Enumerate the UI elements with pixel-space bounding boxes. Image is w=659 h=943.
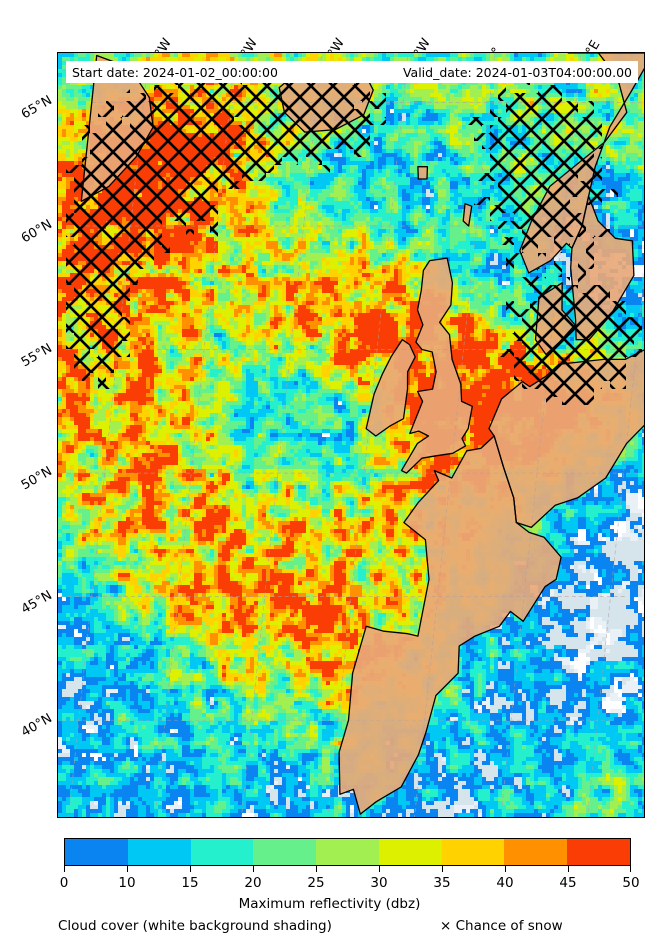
lat-tick-label: 50°N <box>2 464 55 503</box>
colorbar-segment <box>441 839 505 865</box>
cloud-cover-caption: Cloud cover (white background shading) <box>58 918 332 934</box>
colorbar-segment <box>65 839 128 865</box>
colorbar-tick-label: 25 <box>307 875 324 891</box>
colorbar-title: Maximum reflectivity (dbz) <box>0 896 659 912</box>
colorbar-group: 0 10 15 20 25 30 35 40 45 50 <box>60 838 640 894</box>
colorbar-segment <box>253 839 317 865</box>
colorbar-tick-label: 15 <box>181 875 198 891</box>
colorbar-segment <box>567 839 631 865</box>
lat-tick-label: 40°N <box>2 711 55 750</box>
colorbar-tick <box>190 866 192 872</box>
lat-tick-label: 45°N <box>2 588 55 627</box>
colorbar-segment <box>190 839 254 865</box>
colorbar-tick-label: 40 <box>496 875 513 891</box>
map-plot-area[interactable]: Start date: 2024-01-02_00:00:00 Valid_da… <box>57 52 645 818</box>
colorbar-segment <box>378 839 442 865</box>
colorbar-tick <box>379 866 381 872</box>
colorbar-segment <box>316 839 379 865</box>
valid-date-label: Valid_date: 2024-01-03T04:00:00.00 <box>403 65 632 80</box>
colorbar-tick-label: 10 <box>118 875 135 891</box>
lat-tick-label: 55°N <box>2 341 55 380</box>
colorbar-tick <box>442 866 444 872</box>
colorbar-tick-label: 35 <box>433 875 450 891</box>
lat-tick-label: 65°N <box>2 93 55 132</box>
lat-tick-label: 60°N <box>2 217 55 256</box>
colorbar-tick-label: 50 <box>622 875 639 891</box>
colorbar-tick-label: 30 <box>370 875 387 891</box>
colorbar-tick <box>505 866 507 872</box>
date-titlebar: Start date: 2024-01-02_00:00:00 Valid_da… <box>66 61 638 83</box>
colorbar-tick <box>127 866 129 872</box>
colorbar[interactable] <box>64 838 631 866</box>
colorbar-tick <box>629 866 631 872</box>
colorbar-tick <box>253 866 255 872</box>
colorbar-tick-label: 45 <box>559 875 576 891</box>
colorbar-tick <box>316 866 318 872</box>
colorbar-tick <box>64 866 66 872</box>
colorbar-tick-label: 0 <box>60 875 69 891</box>
colorbar-tick-labels: 0 10 15 20 25 30 35 40 45 50 <box>60 874 640 894</box>
colorbar-segment <box>127 839 191 865</box>
start-date-label: Start date: 2024-01-02_00:00:00 <box>72 65 278 80</box>
colorbar-ticks <box>64 866 631 874</box>
colorbar-segment <box>504 839 568 865</box>
colorbar-tick-label: 20 <box>244 875 261 891</box>
snow-caption: × Chance of snow <box>440 918 563 934</box>
reflectivity-map <box>58 53 644 817</box>
colorbar-tick <box>568 866 570 872</box>
